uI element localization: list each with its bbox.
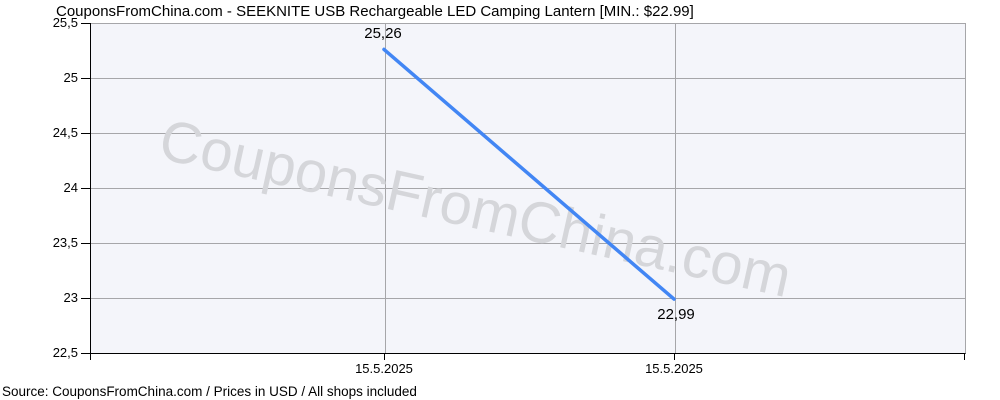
y-axis-label: 25,5 [52, 15, 78, 30]
x-axis-tick [674, 354, 675, 360]
x-axis-tick [384, 354, 385, 360]
x-axis-label: 15.5.2025 [645, 361, 703, 376]
y-axis-tick [81, 133, 90, 134]
source-note: Source: CouponsFromChina.com / Prices in… [2, 384, 417, 399]
gridline-horizontal [91, 298, 965, 299]
x-axis-tick [964, 354, 965, 360]
y-axis-tick [81, 188, 90, 189]
y-axis-label: 23,5 [52, 235, 78, 250]
y-axis-tick [81, 23, 90, 24]
gridline-horizontal [91, 243, 965, 244]
y-axis-tick [81, 243, 90, 244]
gridline-horizontal [91, 188, 965, 189]
y-axis-label: 22,5 [52, 345, 78, 360]
x-axis-tick [90, 354, 91, 360]
chart-title: CouponsFromChina.com - SEEKNITE USB Rech… [56, 3, 694, 20]
y-axis-tick [81, 298, 90, 299]
y-axis-label: 23 [63, 290, 78, 305]
gridline-horizontal [91, 133, 965, 134]
y-axis-label: 24,5 [52, 125, 78, 140]
y-axis-label: 25 [63, 70, 78, 85]
y-axis-label: 24 [63, 180, 78, 195]
gridline-vertical [675, 23, 676, 353]
gridline-horizontal [91, 78, 965, 79]
y-axis-tick [81, 353, 90, 354]
gridline-horizontal [91, 23, 965, 24]
x-axis-label: 15.5.2025 [355, 361, 413, 376]
data-label-start: 25,26 [364, 25, 402, 42]
data-label-end: 22,99 [657, 306, 695, 323]
plot-area [90, 23, 966, 354]
gridline-vertical [385, 23, 386, 353]
y-axis-tick [81, 78, 90, 79]
